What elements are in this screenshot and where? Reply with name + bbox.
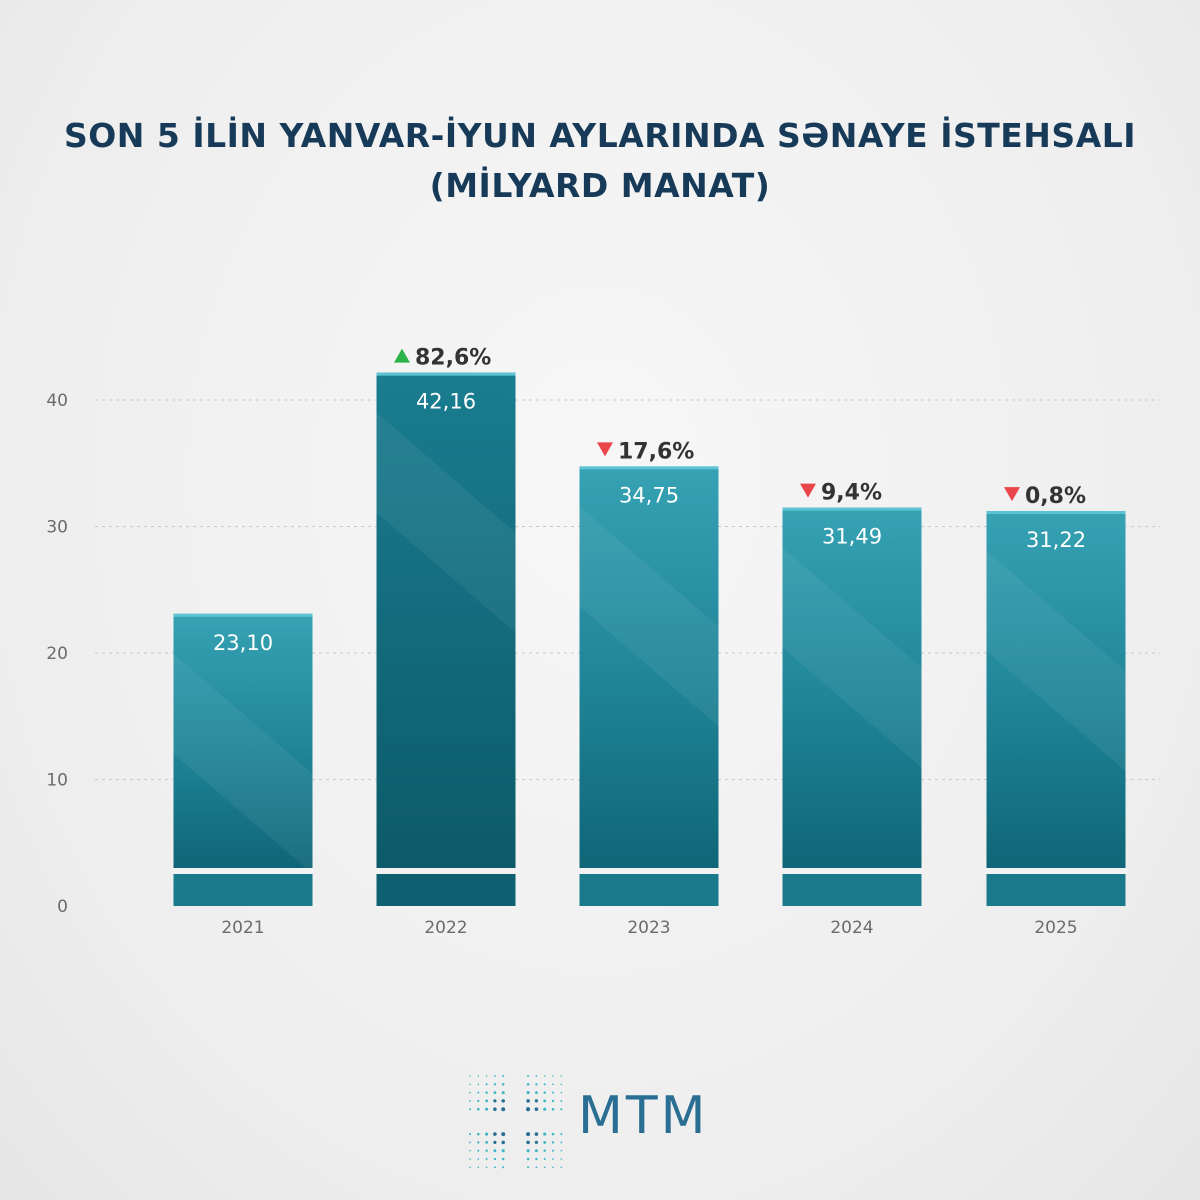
decrease-arrow-icon [597, 442, 613, 457]
bar-sheen [986, 551, 1126, 772]
bar-base-segment [986, 874, 1126, 906]
bar-base-segment [782, 874, 922, 906]
axis-break-gap [374, 868, 518, 874]
y-tick-label: 20 [46, 644, 68, 664]
x-tick-label: 2023 [627, 918, 670, 938]
bar-sheen [376, 412, 516, 633]
x-tick-label: 2022 [424, 918, 467, 938]
bar [782, 507, 922, 868]
bar-sheen [173, 653, 313, 874]
bar-sheen [579, 506, 719, 727]
bar-top-edge [782, 507, 922, 511]
axis-break-gap [171, 868, 315, 874]
mtm-logo-icon [468, 1074, 563, 1169]
bar-top-edge [376, 372, 516, 376]
bar [579, 466, 719, 868]
bar-top-edge [579, 466, 719, 470]
bar-base-segment [173, 874, 313, 906]
chart-title-line2: (MİLYARD MANAT) [429, 166, 771, 205]
increase-arrow-icon [394, 348, 410, 363]
decrease-arrow-icon [800, 483, 816, 498]
bar-top-edge [173, 613, 313, 617]
y-tick-label: 10 [46, 771, 68, 791]
bar-value-label: 23,10 [213, 631, 273, 655]
bar-top-edge [986, 511, 1126, 515]
change-label: 9,4% [821, 481, 882, 506]
change-label: 82,6% [415, 346, 491, 371]
bar-value-label: 34,75 [619, 483, 679, 507]
bar [986, 511, 1126, 868]
decrease-arrow-icon [1004, 487, 1020, 502]
bar [173, 613, 313, 868]
axis-break-gap [984, 868, 1128, 874]
x-tick-label: 2025 [1034, 918, 1077, 938]
bar-value-label: 42,16 [416, 390, 476, 414]
y-tick-label: 30 [46, 518, 68, 538]
x-tick-label: 2021 [221, 918, 264, 938]
bar-sheen [782, 547, 922, 768]
change-label: 0,8% [1025, 484, 1086, 509]
axis-break-gap [577, 868, 721, 874]
bar-base-segment [579, 874, 719, 906]
chart-title-line1: SON 5 İLİN YANVAR-İYUN AYLARINDA SƏNAYE … [63, 116, 1137, 155]
brand-name: MTM [578, 1086, 709, 1146]
bar-value-label: 31,22 [1026, 528, 1086, 552]
bar-value-label: 31,49 [822, 525, 882, 549]
change-label: 17,6% [618, 439, 694, 464]
x-tick-label: 2024 [830, 918, 873, 938]
y-tick-label: 40 [46, 391, 68, 411]
bar-base-segment [376, 874, 516, 906]
y-tick-label: 0 [57, 897, 68, 917]
bar [376, 372, 516, 868]
axis-break-gap [780, 868, 924, 874]
